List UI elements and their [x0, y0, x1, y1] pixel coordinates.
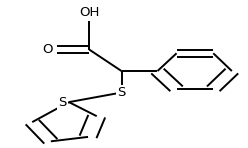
Text: O: O [42, 43, 53, 56]
Text: OH: OH [79, 6, 99, 19]
Text: S: S [58, 96, 66, 109]
Text: S: S [117, 86, 126, 99]
